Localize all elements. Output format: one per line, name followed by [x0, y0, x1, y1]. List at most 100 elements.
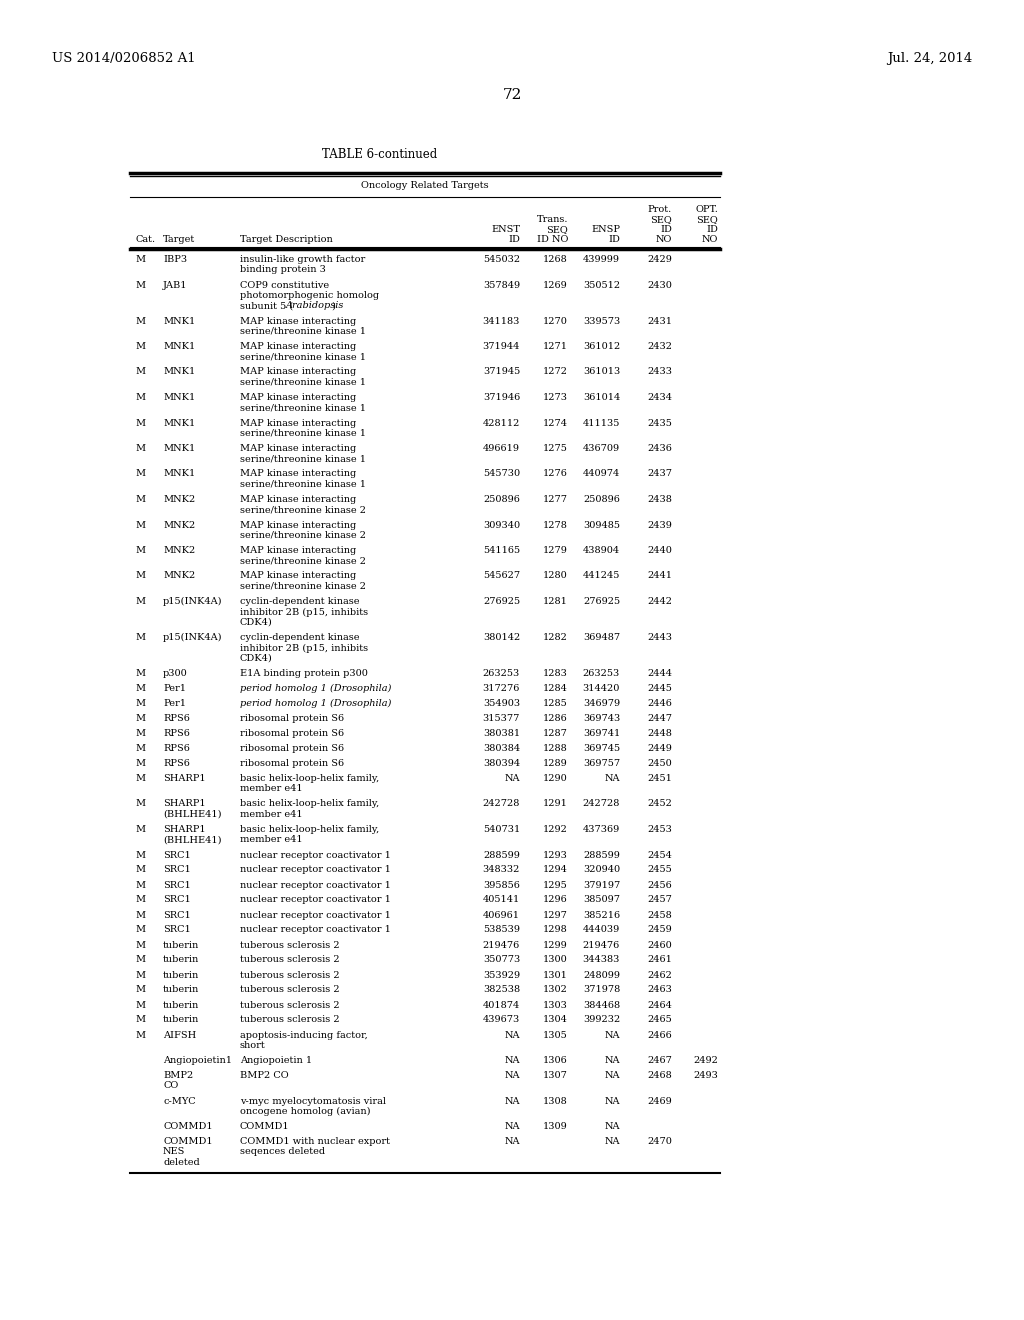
- Text: basic helix-loop-helix family,
member e41: basic helix-loop-helix family, member e4…: [240, 774, 379, 793]
- Text: basic helix-loop-helix family,
member e41: basic helix-loop-helix family, member e4…: [240, 800, 379, 818]
- Text: SRC1: SRC1: [163, 880, 190, 890]
- Text: M: M: [135, 1031, 145, 1040]
- Text: 411135: 411135: [583, 418, 620, 428]
- Text: 250896: 250896: [483, 495, 520, 504]
- Text: 2452: 2452: [647, 800, 672, 808]
- Text: ribosomal protein S6: ribosomal protein S6: [240, 744, 344, 752]
- Text: 2441: 2441: [647, 572, 672, 581]
- Text: RPS6: RPS6: [163, 744, 189, 752]
- Text: 496619: 496619: [483, 444, 520, 453]
- Text: 371978: 371978: [583, 986, 620, 994]
- Text: 379197: 379197: [583, 880, 620, 890]
- Text: MNK1: MNK1: [163, 470, 196, 479]
- Text: NA: NA: [505, 1056, 520, 1065]
- Text: 250896: 250896: [583, 495, 620, 504]
- Text: NA: NA: [604, 1137, 620, 1146]
- Text: M: M: [135, 825, 145, 834]
- Text: insulin-like growth factor
binding protein 3: insulin-like growth factor binding prote…: [240, 255, 366, 275]
- Text: NA: NA: [505, 1137, 520, 1146]
- Text: SEQ: SEQ: [546, 224, 568, 234]
- Text: COP9 constitutive: COP9 constitutive: [240, 281, 329, 289]
- Text: 545730: 545730: [483, 470, 520, 479]
- Text: 405141: 405141: [482, 895, 520, 904]
- Text: M: M: [135, 367, 145, 376]
- Text: NA: NA: [604, 1031, 620, 1040]
- Text: Target: Target: [163, 235, 196, 244]
- Text: 2459: 2459: [647, 925, 672, 935]
- Text: SEQ: SEQ: [650, 215, 672, 224]
- Text: 1293: 1293: [543, 850, 568, 859]
- Text: 2492: 2492: [693, 1056, 718, 1065]
- Text: 2467: 2467: [647, 1056, 672, 1065]
- Text: 2436: 2436: [647, 444, 672, 453]
- Text: Prot.: Prot.: [648, 205, 672, 214]
- Text: M: M: [135, 986, 145, 994]
- Text: M: M: [135, 1001, 145, 1010]
- Text: p15(INK4A): p15(INK4A): [163, 597, 222, 606]
- Text: 315377: 315377: [482, 714, 520, 723]
- Text: Trans.: Trans.: [537, 215, 568, 224]
- Text: M: M: [135, 495, 145, 504]
- Text: M: M: [135, 700, 145, 708]
- Text: M: M: [135, 925, 145, 935]
- Text: 242728: 242728: [482, 800, 520, 808]
- Text: SEQ: SEQ: [696, 215, 718, 224]
- Text: 441245: 441245: [583, 572, 620, 581]
- Text: Target Description: Target Description: [240, 235, 333, 244]
- Text: M: M: [135, 444, 145, 453]
- Text: RPS6: RPS6: [163, 729, 189, 738]
- Text: AIFSH: AIFSH: [163, 1031, 197, 1040]
- Text: NA: NA: [604, 1097, 620, 1106]
- Text: ENSP: ENSP: [591, 224, 620, 234]
- Text: nuclear receptor coactivator 1: nuclear receptor coactivator 1: [240, 866, 391, 874]
- Text: tuberin: tuberin: [163, 970, 200, 979]
- Text: NA: NA: [505, 1071, 520, 1080]
- Text: ENST: ENST: [490, 224, 520, 234]
- Text: M: M: [135, 800, 145, 808]
- Text: 2433: 2433: [647, 367, 672, 376]
- Text: 1295: 1295: [544, 880, 568, 890]
- Text: Oncology Related Targets: Oncology Related Targets: [361, 181, 488, 190]
- Text: 361013: 361013: [583, 367, 620, 376]
- Text: 2438: 2438: [647, 495, 672, 504]
- Text: 2463: 2463: [647, 986, 672, 994]
- Text: NA: NA: [604, 1056, 620, 1065]
- Text: 2469: 2469: [647, 1097, 672, 1106]
- Text: 439999: 439999: [583, 255, 620, 264]
- Text: 369757: 369757: [583, 759, 620, 768]
- Text: 2464: 2464: [647, 1001, 672, 1010]
- Text: 2439: 2439: [647, 520, 672, 529]
- Text: 1275: 1275: [543, 444, 568, 453]
- Text: 1277: 1277: [543, 495, 568, 504]
- Text: BMP2 CO: BMP2 CO: [240, 1071, 289, 1080]
- Text: Angiopoietin 1: Angiopoietin 1: [240, 1056, 312, 1065]
- Text: E1A binding protein p300: E1A binding protein p300: [240, 669, 368, 678]
- Text: tuberous sclerosis 2: tuberous sclerosis 2: [240, 956, 340, 965]
- Text: SRC1: SRC1: [163, 925, 190, 935]
- Text: 1290: 1290: [544, 774, 568, 783]
- Text: p300: p300: [163, 669, 187, 678]
- Text: tuberin: tuberin: [163, 986, 200, 994]
- Text: 314420: 314420: [583, 684, 620, 693]
- Text: 317276: 317276: [482, 684, 520, 693]
- Text: 1269: 1269: [544, 281, 568, 289]
- Text: photomorphogenic homolog: photomorphogenic homolog: [240, 290, 379, 300]
- Text: 309340: 309340: [483, 520, 520, 529]
- Text: tuberous sclerosis 2: tuberous sclerosis 2: [240, 986, 340, 994]
- Text: 545032: 545032: [483, 255, 520, 264]
- Text: 1286: 1286: [544, 714, 568, 723]
- Text: 371946: 371946: [482, 393, 520, 403]
- Text: M: M: [135, 418, 145, 428]
- Text: MNK1: MNK1: [163, 444, 196, 453]
- Text: NA: NA: [505, 1122, 520, 1131]
- Text: 369743: 369743: [583, 714, 620, 723]
- Text: 2431: 2431: [647, 317, 672, 326]
- Text: M: M: [135, 759, 145, 768]
- Text: tuberin: tuberin: [163, 1001, 200, 1010]
- Text: 2432: 2432: [647, 342, 672, 351]
- Text: 371944: 371944: [482, 342, 520, 351]
- Text: M: M: [135, 597, 145, 606]
- Text: 1273: 1273: [543, 393, 568, 403]
- Text: ): ): [332, 301, 335, 310]
- Text: 219476: 219476: [482, 940, 520, 949]
